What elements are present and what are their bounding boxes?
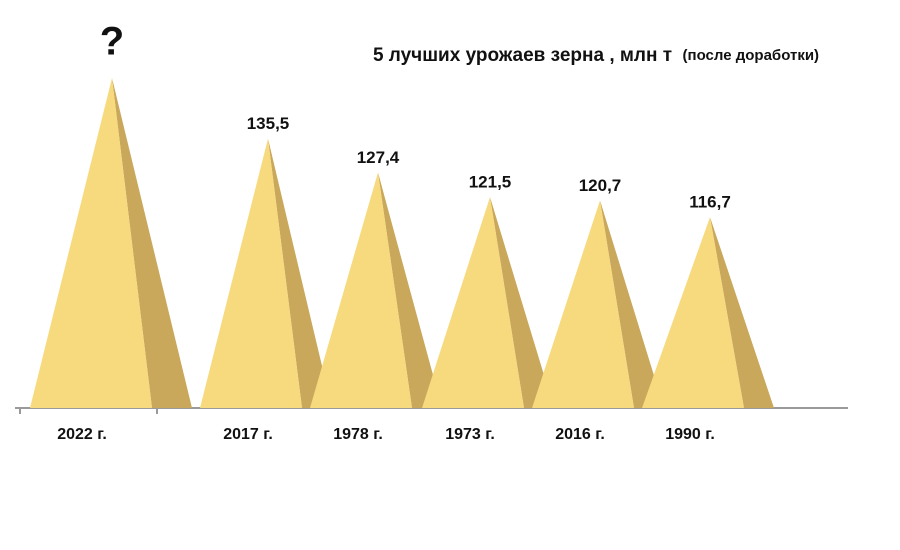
- chart-title-group: 5 лучших урожаев зерна , млн т (после до…: [373, 45, 819, 66]
- pyramid-face: [532, 200, 634, 408]
- x-tick-label: 2022 г.: [57, 426, 107, 443]
- pyramid-shade: [112, 78, 192, 408]
- pyramid-face: [422, 197, 524, 408]
- value-label: 120,7: [579, 176, 622, 195]
- pyramid-shade: [490, 197, 554, 408]
- value-label: 127,4: [357, 148, 400, 167]
- pyramid-face: [310, 172, 412, 408]
- x-tick-label: 1978 г.: [333, 426, 383, 443]
- x-tick-label: 2017 г.: [223, 426, 273, 443]
- value-label: 116,7: [689, 193, 731, 212]
- value-label: ?: [100, 20, 124, 64]
- pyramid-shade: [710, 217, 774, 408]
- pyramid-shade: [268, 138, 332, 408]
- pyramid-face: [200, 138, 302, 408]
- value-label: 135,5: [247, 114, 290, 133]
- x-tick-label: 2016 г.: [555, 426, 605, 443]
- chart-subtitle: (после доработки): [683, 47, 820, 64]
- x-tick-label: 1973 г.: [445, 426, 495, 443]
- pyramid-shade: [378, 172, 442, 408]
- pyramid-face: [642, 217, 744, 408]
- pyramid-shade: [600, 200, 664, 408]
- chart-title: 5 лучших урожаев зерна , млн т: [373, 45, 672, 66]
- x-tick-label: 1990 г.: [665, 426, 715, 443]
- pyramid-face: [30, 78, 152, 408]
- value-label: 121,5: [469, 173, 512, 192]
